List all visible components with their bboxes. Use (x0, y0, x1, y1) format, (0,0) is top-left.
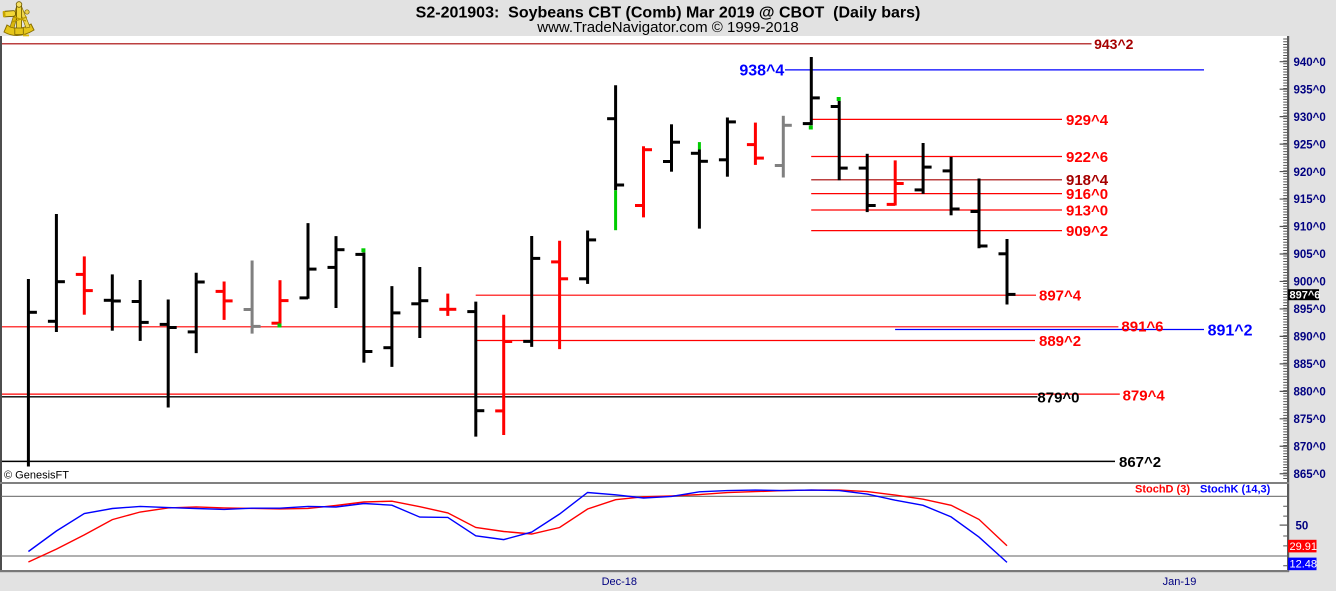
svg-text:890^0: 890^0 (1294, 332, 1326, 344)
svg-text:929^4: 929^4 (1066, 112, 1109, 129)
svg-text:910^0: 910^0 (1294, 222, 1326, 234)
svg-text:870^0: 870^0 (1294, 442, 1326, 454)
svg-text:12.48: 12.48 (1290, 559, 1318, 571)
svg-text:900^0: 900^0 (1294, 277, 1326, 289)
svg-text:940^0: 940^0 (1294, 57, 1326, 69)
svg-text:875^0: 875^0 (1294, 414, 1326, 426)
svg-text:897^4: 897^4 (1039, 288, 1082, 305)
svg-text:879^4: 879^4 (1123, 388, 1166, 405)
svg-text:889^2: 889^2 (1039, 333, 1081, 350)
svg-text:867^2: 867^2 (1119, 454, 1161, 471)
svg-text:865^0: 865^0 (1294, 469, 1326, 481)
svg-text:880^0: 880^0 (1294, 387, 1326, 399)
svg-text:www.TradeNavigator.com © 1999-: www.TradeNavigator.com © 1999-2018 (536, 19, 798, 36)
svg-text:© GenesisFT: © GenesisFT (4, 470, 69, 482)
svg-text:916^0: 916^0 (1066, 186, 1108, 203)
svg-text:913^0: 913^0 (1066, 202, 1108, 219)
svg-text:StochK (14,3): StochK (14,3) (1200, 484, 1271, 496)
svg-text:920^0: 920^0 (1294, 167, 1326, 179)
svg-text:895^0: 895^0 (1294, 304, 1326, 316)
svg-text:922^6: 922^6 (1066, 149, 1108, 166)
svg-text:891^2: 891^2 (1208, 323, 1253, 340)
svg-text:935^0: 935^0 (1294, 84, 1326, 96)
svg-text:943^2: 943^2 (1094, 36, 1134, 52)
svg-text:879^0: 879^0 (1037, 390, 1079, 407)
svg-text:891^6: 891^6 (1121, 319, 1163, 336)
svg-text:938^4: 938^4 (739, 63, 784, 80)
svg-text:905^0: 905^0 (1294, 249, 1326, 261)
svg-text:915^0: 915^0 (1294, 194, 1326, 206)
svg-text:29.91: 29.91 (1290, 541, 1318, 553)
svg-text:925^0: 925^0 (1294, 139, 1326, 151)
svg-text:50: 50 (1296, 520, 1309, 532)
svg-text:909^2: 909^2 (1066, 223, 1108, 240)
svg-text:Dec-18: Dec-18 (602, 576, 637, 588)
svg-text:918^4: 918^4 (1066, 172, 1109, 189)
svg-text:897^6: 897^6 (1290, 290, 1321, 302)
svg-text:930^0: 930^0 (1294, 112, 1326, 124)
svg-text:StochD (3): StochD (3) (1135, 484, 1190, 496)
svg-text:S2-201903: Soybeans CBT (Comb: S2-201903: Soybeans CBT (Comb) Mar 2019 … (416, 5, 921, 22)
svg-text:Jan-19: Jan-19 (1163, 576, 1197, 588)
svg-text:885^0: 885^0 (1294, 359, 1326, 371)
